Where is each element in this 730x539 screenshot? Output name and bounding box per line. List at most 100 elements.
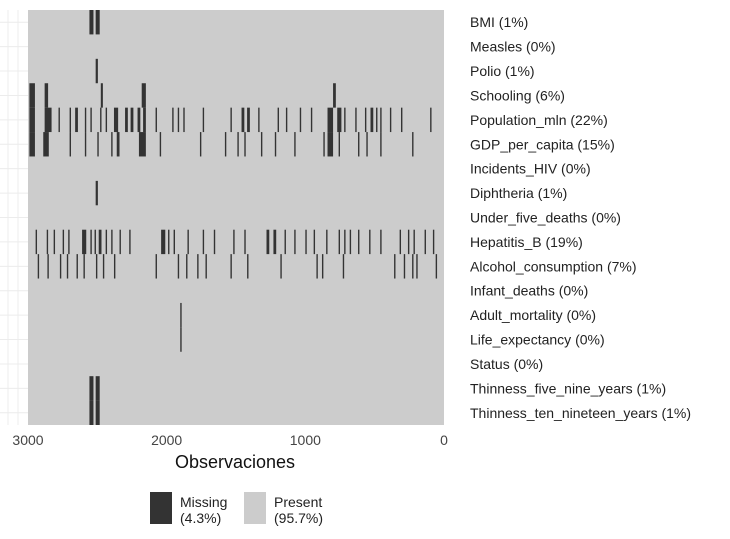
missing-cell-population-mln: [380, 107, 382, 133]
missing-cell-population-mln: [310, 107, 313, 133]
missing-cell-alcohol-consumption: [102, 254, 105, 279]
missing-cell-alcohol-consumption: [59, 254, 62, 279]
missing-cell-population-mln: [155, 107, 157, 133]
missing-cell-population-mln: [277, 107, 279, 133]
missing-cell-population-mln: [299, 107, 302, 133]
missing-cell-gdp-per-capita: [237, 132, 239, 157]
missing-cell-alcohol-consumption: [230, 254, 232, 279]
missing-cell-alcohol-consumption: [435, 254, 438, 279]
missing-cell-population-mln: [84, 107, 87, 133]
missing-cell-gdp-per-capita: [159, 132, 162, 157]
variable-label: Infant_deaths (0%): [470, 283, 588, 299]
legend: Missing(4.3%) Present(95.7%): [150, 492, 323, 526]
missing-cell-population-mln: [137, 107, 141, 133]
missing-cell-population-mln: [130, 107, 134, 133]
missing-cell-alcohol-consumption: [316, 254, 318, 279]
missing-cell-hepatitis-b: [46, 229, 49, 255]
missing-cell-hepatitis-b: [266, 229, 270, 255]
legend-swatch-present: [244, 492, 266, 524]
missing-cell-population-mln: [355, 107, 357, 133]
missing-cell-hepatitis-b: [173, 229, 175, 255]
variable-label: Population_mln (22%): [470, 112, 608, 128]
missing-cell-hepatitis-b: [344, 229, 346, 255]
missing-cell-hepatitis-b: [284, 229, 286, 255]
missing-cell-schooling: [100, 83, 103, 108]
legend-label-missing: Missing: [180, 494, 227, 510]
missing-cell-thinness-five-nine-years: [95, 376, 100, 401]
missing-cell-population-mln: [177, 107, 180, 133]
missing-cell-gdp-per-capita: [111, 132, 113, 157]
missing-cell-population-mln: [113, 107, 119, 133]
missing-cell-hepatitis-b: [98, 229, 102, 255]
missing-cell-gdp-per-capita: [116, 132, 120, 157]
variable-label: Thinness_ten_nineteen_years (1%): [470, 405, 691, 421]
missing-cell-population-mln: [337, 107, 342, 133]
x-tick-label: 3000: [12, 432, 43, 448]
missing-cell-adult-mortality: [180, 302, 182, 328]
missing-cell-population-mln: [364, 107, 367, 133]
missing-cell-hepatitis-b: [407, 229, 410, 255]
missing-cell-gdp-per-capita: [43, 132, 49, 157]
variable-label: Measles (0%): [470, 39, 556, 55]
missing-cell-alcohol-consumption: [47, 254, 49, 279]
missing-cell-gdp-per-capita: [338, 132, 340, 157]
missing-cell-alcohol-consumption: [95, 254, 98, 279]
missing-cell-hepatitis-b: [62, 229, 65, 255]
missing-cell-population-mln: [143, 107, 146, 133]
missing-cell-population-mln: [285, 107, 288, 133]
missing-cell-hepatitis-b: [53, 229, 56, 255]
variable-label: Diphtheria (1%): [470, 185, 567, 201]
missing-cell-population-mln: [90, 107, 92, 133]
grid-lines: [0, 10, 28, 425]
missing-cell-hepatitis-b: [233, 229, 235, 255]
missing-cell-gdp-per-capita: [412, 132, 414, 157]
missing-cell-bmi: [95, 10, 100, 35]
missing-cell-schooling: [333, 83, 336, 108]
x-tick-label: 2000: [151, 432, 182, 448]
variable-label: Schooling (6%): [470, 87, 565, 103]
missing-cell-hepatitis-b: [111, 229, 113, 255]
missing-cell-population-mln: [100, 107, 102, 133]
missing-cell-gdp-per-capita: [199, 132, 202, 157]
missing-cell-alcohol-consumption: [83, 254, 85, 279]
missing-cell-gdp-per-capita: [29, 132, 35, 157]
missing-cell-hepatitis-b: [380, 229, 382, 255]
missing-cell-life-expectancy: [180, 327, 182, 352]
missing-cell-gdp-per-capita: [274, 132, 277, 157]
missing-cell-alcohol-consumption: [342, 254, 345, 279]
missing-cell-alcohol-consumption: [205, 254, 207, 279]
missing-cell-population-mln: [58, 107, 60, 133]
x-axis-ticks: 3000 2000 1000 0: [12, 432, 448, 448]
missing-cell-hepatitis-b: [90, 229, 92, 255]
missing-cell-bmi: [89, 10, 94, 35]
missing-cell-population-mln: [202, 107, 205, 133]
x-tick-label: 0: [440, 432, 448, 448]
missing-cell-population-mln: [389, 107, 392, 133]
legend-swatch-missing: [150, 492, 172, 524]
legend-percent-missing: (4.3%): [180, 510, 221, 526]
missing-cell-hepatitis-b: [105, 229, 108, 255]
missing-cell-gdp-per-capita: [97, 132, 99, 157]
missing-cell-alcohol-consumption: [197, 254, 199, 279]
missing-cell-hepatitis-b: [305, 229, 307, 255]
missing-cell-alcohol-consumption: [394, 254, 396, 279]
missing-cell-hepatitis-b: [369, 229, 371, 255]
missing-cell-population-mln: [376, 107, 378, 133]
missing-cell-population-mln: [258, 107, 260, 133]
missing-cell-hepatitis-b: [399, 229, 402, 255]
variable-label: Life_expectancy (0%): [470, 332, 605, 348]
missing-cell-population-mln: [241, 107, 245, 133]
missing-cell-population-mln: [370, 107, 374, 133]
missing-cell-hepatitis-b: [244, 229, 246, 255]
variable-label: Under_five_deaths (0%): [470, 210, 621, 226]
variable-label: Alcohol_consumption (7%): [470, 258, 637, 274]
missing-cell-hepatitis-b: [432, 229, 435, 255]
legend-percent-present: (95.7%): [274, 510, 323, 526]
legend-label-present: Present: [274, 494, 322, 510]
missing-cell-gdp-per-capita: [84, 132, 87, 157]
missing-cell-alcohol-consumption: [177, 254, 180, 279]
missing-cell-alcohol-consumption: [113, 254, 116, 279]
missing-cell-hepatitis-b: [213, 229, 216, 255]
missing-cell-population-mln: [75, 107, 78, 133]
variable-label: Incidents_HIV (0%): [470, 161, 591, 177]
